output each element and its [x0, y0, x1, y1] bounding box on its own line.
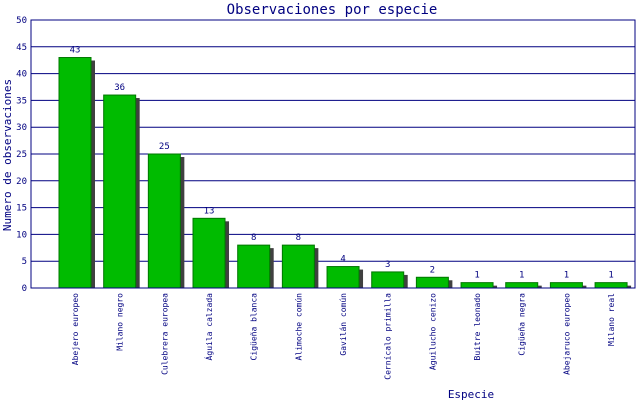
y-tick-label: 25: [16, 150, 27, 160]
chart-title: Observaciones por especie: [227, 2, 438, 18]
value-label: 13: [204, 206, 215, 216]
value-label: 25: [159, 142, 170, 152]
x-tick-label: Culebrera europea: [160, 293, 169, 375]
value-label: 2: [430, 265, 435, 275]
x-tick-label: Cigüeña blanca: [250, 293, 259, 361]
bar: [192, 217, 226, 289]
x-tick-label: Cigüeña negra: [518, 293, 527, 356]
y-tick-label: 15: [16, 204, 27, 214]
x-tick-label: Cernícalo primilla: [384, 293, 393, 380]
value-label: 8: [296, 233, 301, 243]
y-tick-label: 50: [16, 16, 27, 26]
value-label: 1: [474, 271, 479, 281]
x-tick-labels: Abejero europeo Milano negro Culebrera eur…: [71, 293, 616, 380]
value-label: 43: [70, 46, 81, 56]
bar: [58, 57, 92, 289]
bar: [326, 266, 360, 289]
x-tick-label: Milano real: [607, 293, 616, 346]
x-tick-label: Buitre leonado: [473, 293, 482, 361]
bar: [371, 271, 405, 289]
value-label: 1: [564, 271, 569, 281]
bar: [549, 282, 583, 289]
y-tick-label: 0: [22, 284, 27, 294]
y-tick-label: 40: [16, 70, 27, 80]
y-tick-label: 10: [16, 230, 27, 240]
value-label: 1: [608, 271, 613, 281]
value-label: 3: [385, 260, 390, 270]
y-tick-label: 20: [16, 177, 27, 187]
bar: [281, 244, 315, 289]
y-tick-label: 5: [22, 257, 27, 267]
bar: [505, 282, 539, 289]
bar: [594, 282, 628, 289]
value-label: 4: [340, 255, 345, 265]
y-tick-label: 30: [16, 123, 27, 133]
x-tick-label: Águila calzada: [203, 293, 214, 361]
x-tick-label: Aguilucho cenizo: [428, 293, 437, 370]
x-axis-label: Especie: [448, 388, 494, 400]
y-tick-label: 45: [16, 43, 27, 53]
bar: [147, 153, 181, 289]
bar: [237, 244, 271, 289]
x-tick-label: Abejaruco europeo: [562, 293, 571, 375]
x-tick-label: Milano negro: [116, 293, 125, 351]
y-tick-labels: 0 5 10 15 20 25 30 35 40 45 50: [16, 16, 27, 294]
x-tick-label: Gavilán común: [339, 293, 348, 356]
value-label: 36: [114, 83, 125, 93]
value-label: 8: [251, 233, 256, 243]
x-tick-label: Abejero europeo: [71, 293, 80, 365]
value-label: 1: [519, 271, 524, 281]
plot-frame: [30, 19, 636, 289]
x-tick-label: Alimoche común: [294, 293, 303, 361]
bars: [58, 57, 632, 289]
y-tick-label: 35: [16, 96, 27, 106]
bar: [460, 282, 494, 289]
y-axis-label: Numero de observaciones: [1, 79, 14, 231]
bar: [415, 276, 449, 289]
bar: [103, 94, 137, 289]
